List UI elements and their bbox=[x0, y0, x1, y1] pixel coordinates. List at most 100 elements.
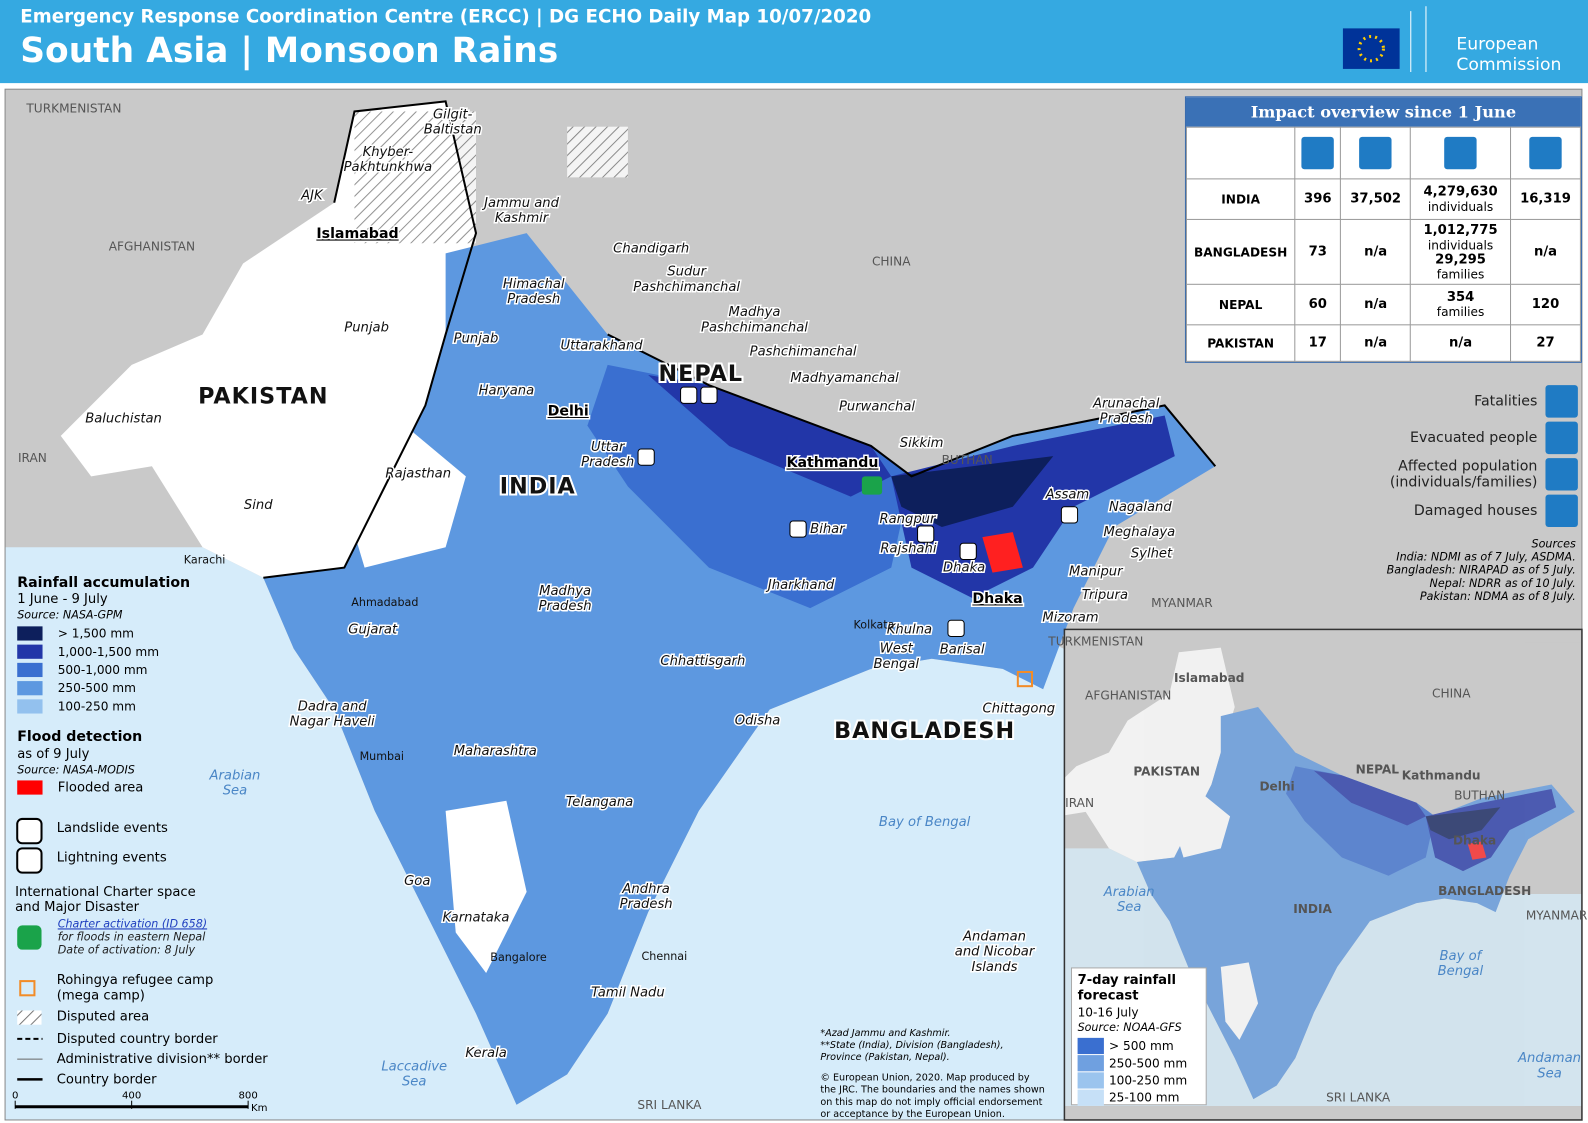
region-label: Uttarakhand bbox=[560, 339, 643, 354]
table-row: BANGLADESH 73 n/a 1,012,775 individuals 29,29… bbox=[1185, 218, 1581, 285]
region-label: Manipur bbox=[1069, 565, 1124, 580]
value-cell: n/a bbox=[1340, 283, 1412, 326]
value-cell: 37,502 bbox=[1340, 178, 1412, 220]
region-label: Chhattisgarh bbox=[660, 654, 745, 669]
country-label: AFGHANISTAN bbox=[109, 239, 195, 253]
event-icon bbox=[789, 520, 807, 538]
inset-label: MYANMAR bbox=[1526, 908, 1588, 922]
legend-swatch bbox=[17, 626, 43, 641]
logo-line: Commission bbox=[1456, 54, 1562, 76]
value-cell: 396 bbox=[1294, 178, 1342, 220]
inset-label: Islamabad bbox=[1174, 671, 1244, 685]
region-label: Rangpur bbox=[879, 512, 937, 527]
legend-text: 25-100 mm bbox=[1109, 1091, 1179, 1105]
legend-text: International Charter space and Major Dis… bbox=[15, 885, 196, 915]
note: © European Union, 2020. Map produced by bbox=[820, 1072, 1030, 1083]
inset-label: AFGHANISTAN bbox=[1085, 688, 1171, 702]
region-label: Arunachal Pradesh bbox=[1092, 396, 1160, 426]
indicator-label: Damaged houses bbox=[1413, 502, 1538, 519]
country-cell: NEPAL bbox=[1185, 283, 1296, 326]
legend-text: Rohingya refugee camp (mega camp) bbox=[57, 973, 214, 1003]
affected-cell: 4,279,630 individuals bbox=[1410, 178, 1512, 220]
region-label: Purwanchal bbox=[839, 399, 915, 414]
subtitle: Emergency Response Coordination Centre (… bbox=[20, 6, 872, 28]
affected-line: 4,279,630 bbox=[1423, 184, 1498, 200]
event-icon bbox=[947, 619, 965, 638]
region-label: Chandigarh bbox=[613, 241, 689, 256]
inset-text: Source: NOAA-GFS bbox=[1078, 1021, 1182, 1034]
region-label: Madhya Pashchimanchal bbox=[701, 305, 808, 335]
inset-title: 7-day rainfall forecast bbox=[1078, 973, 1176, 1003]
region-label: Haryana bbox=[479, 383, 535, 398]
region-label: Sylhet bbox=[1131, 546, 1173, 561]
event-icon bbox=[700, 386, 718, 404]
source-line: India: NDMI as of 7 July, ASDMA. bbox=[1396, 550, 1576, 564]
legend-icon bbox=[17, 925, 42, 950]
legend-text: for floods in eastern Nepal bbox=[58, 931, 207, 944]
city-label: Karachi bbox=[184, 554, 226, 567]
inset-label: BUTHAN bbox=[1454, 789, 1505, 803]
scale-label: 0 bbox=[12, 1091, 18, 1102]
inset-text: 10-16 July bbox=[1078, 1006, 1139, 1020]
region-label: Rajasthan bbox=[385, 466, 451, 481]
legend-text: Flooded area bbox=[58, 781, 144, 796]
country-label: MYANMAR bbox=[1151, 596, 1213, 610]
legend-text: 1 June - 9 July bbox=[17, 592, 108, 607]
affected-line: families bbox=[1436, 267, 1485, 282]
country-border bbox=[607, 333, 1217, 478]
value-cell: 17 bbox=[1294, 324, 1342, 362]
region-label: Gilgit-Baltistan bbox=[424, 108, 482, 138]
value-cell: 60 bbox=[1294, 283, 1342, 326]
legend-swatch bbox=[1077, 1055, 1104, 1072]
legend-text: Disputed area bbox=[57, 1010, 149, 1025]
value-cell: n/a bbox=[1340, 218, 1412, 285]
inset-label: TURKMENISTAN bbox=[1047, 635, 1143, 649]
region-label: West Bengal bbox=[874, 642, 920, 672]
legend-swatch bbox=[1077, 1072, 1104, 1089]
region-label: Andaman and Nicobar Islands bbox=[955, 930, 1036, 975]
capital-label: Kathmandu bbox=[786, 455, 878, 471]
region-label: Bihar bbox=[810, 522, 846, 537]
inset-label: IRAN bbox=[1065, 796, 1094, 810]
affected-line: individuals bbox=[1427, 199, 1494, 214]
capital-label: Dhaka bbox=[972, 591, 1022, 607]
region-label: Jharkhand bbox=[765, 578, 835, 593]
affected-cell: 1,012,775 individuals 29,295 families bbox=[1410, 218, 1512, 285]
inset-label: NEPAL bbox=[1356, 762, 1400, 776]
region-label: Dhaka bbox=[943, 561, 985, 576]
note: on this map do not imply official endors… bbox=[820, 1097, 1042, 1108]
region-label: Telangana bbox=[566, 795, 633, 810]
region-label: Andhra Pradesh bbox=[620, 882, 673, 912]
impact-table: Impact overview since 1 June INDIA 396 37,… bbox=[1184, 96, 1582, 363]
source-line: Nepal: NDRR as of 10 July. bbox=[1429, 576, 1576, 590]
legend-text: Charter activation (ID 658) bbox=[58, 917, 207, 930]
affected-cell: n/a bbox=[1410, 324, 1512, 362]
legend-text: > 500 mm bbox=[1109, 1039, 1174, 1053]
sea-label: Laccadive Sea bbox=[381, 1059, 447, 1089]
indicator-icon bbox=[1545, 458, 1578, 491]
city-label: Mumbai bbox=[360, 750, 404, 763]
region-label: Rajshahi bbox=[880, 541, 936, 556]
legend-text: 100-250 mm bbox=[1109, 1073, 1187, 1087]
legend-swatch bbox=[1077, 1089, 1104, 1106]
map-frame bbox=[4, 88, 1583, 1121]
indicator-icon bbox=[1545, 421, 1578, 455]
affected-line: families bbox=[1436, 305, 1485, 320]
sources: Sources India: NDMI as of 7 July, ASDMA. B… bbox=[1317, 537, 1576, 603]
indicator-label: Evacuated people bbox=[1409, 429, 1538, 446]
region-label: Baluchistan bbox=[85, 412, 162, 427]
table-row: PAKISTAN 17 n/a n/a 27 bbox=[1185, 324, 1581, 362]
legend-text: Country border bbox=[57, 1072, 157, 1087]
region-label: Chittagong bbox=[983, 702, 1056, 717]
country-label: PAKISTAN bbox=[198, 383, 328, 409]
value-cell: 73 bbox=[1294, 218, 1342, 285]
capital-label: Delhi bbox=[548, 404, 589, 420]
inset-label: Andaman Sea bbox=[1517, 1051, 1581, 1081]
region-label: Dadra and Nagar Haveli bbox=[290, 699, 375, 729]
region-label: Goa bbox=[404, 874, 430, 889]
region-label: Jammu and Kashmir bbox=[481, 196, 559, 226]
region-label: Assam bbox=[1045, 488, 1090, 503]
region-label: Tripura bbox=[1082, 588, 1128, 603]
